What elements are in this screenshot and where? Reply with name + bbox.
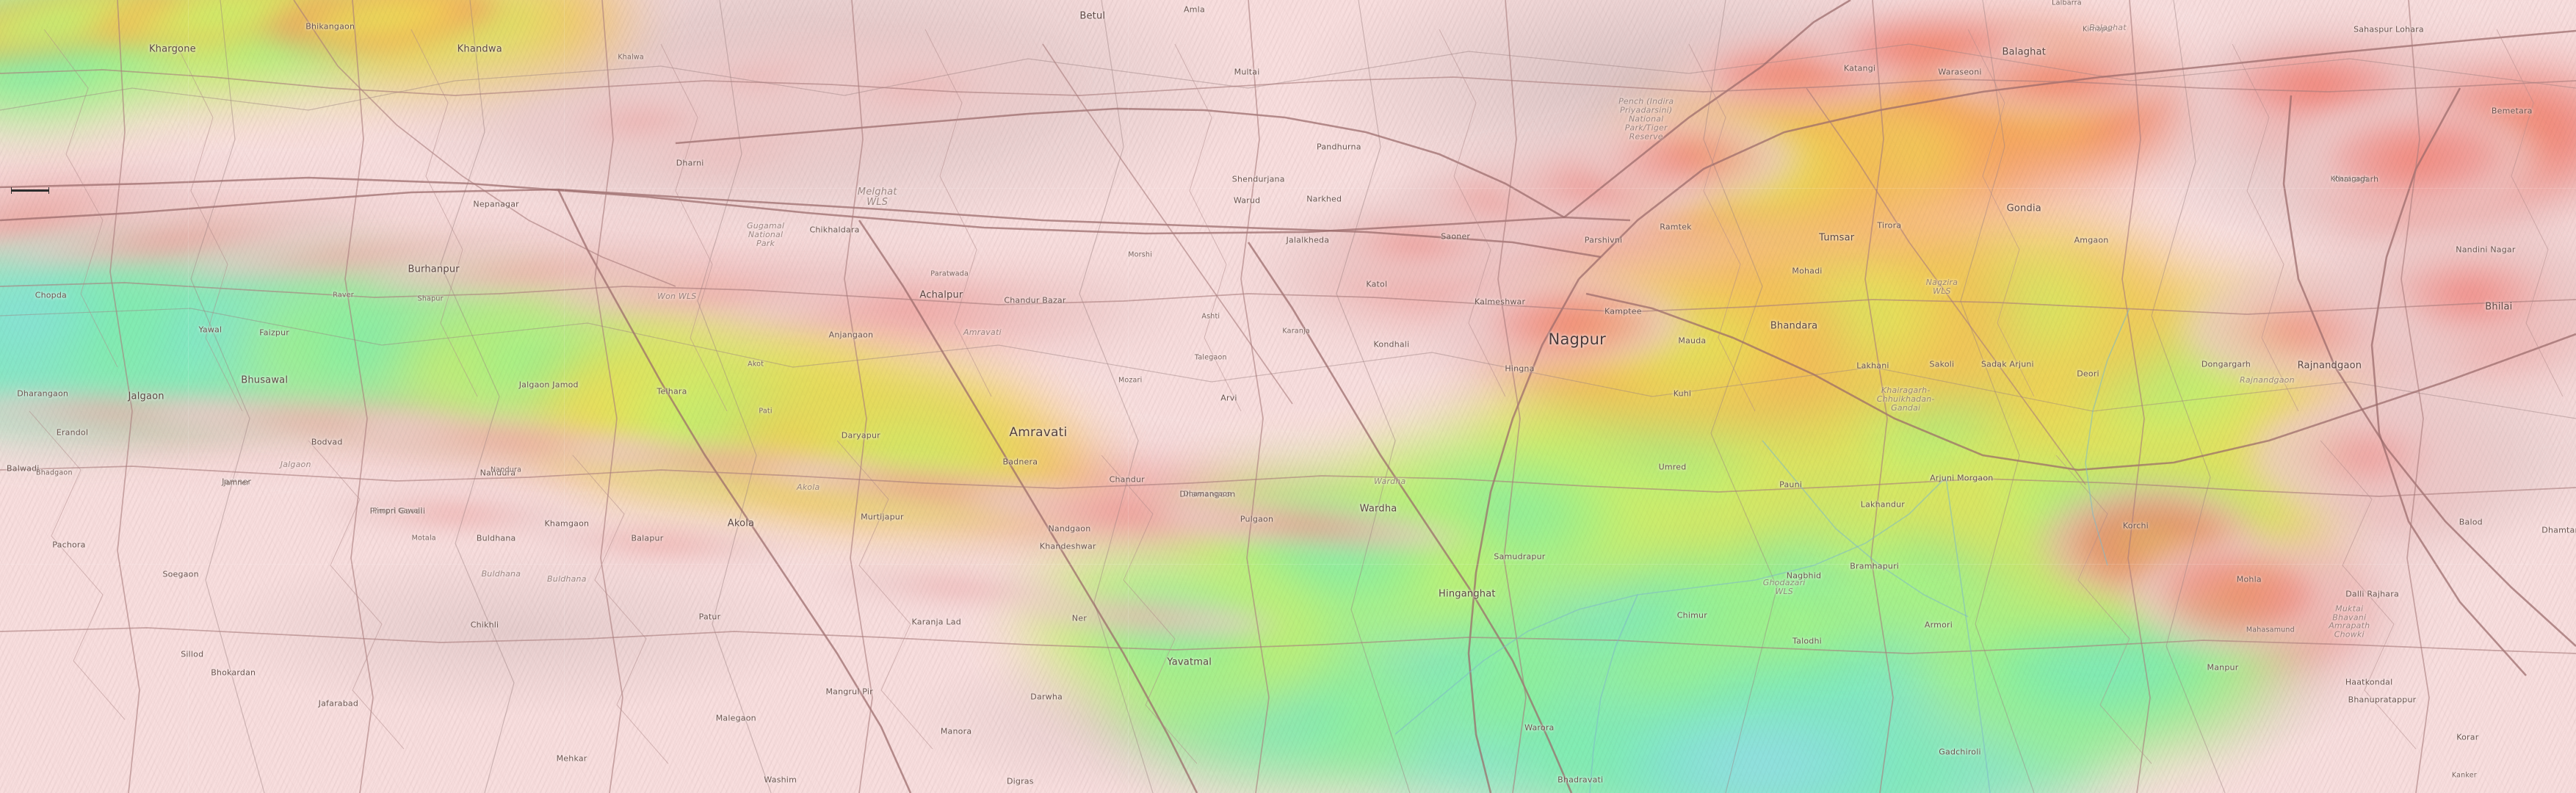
elevation-blob — [1439, 272, 1704, 374]
scale-bar-cap-right — [48, 187, 49, 194]
elevation-blob — [1564, 106, 1814, 209]
elevation-blob — [1924, 40, 2188, 121]
scale-bar-line — [11, 189, 49, 192]
tile-seam — [0, 564, 2576, 565]
rivers — [1394, 308, 2130, 793]
minor-roads — [29, 29, 2564, 764]
tile-seam — [564, 0, 565, 793]
tile-seam — [1128, 0, 1129, 793]
elevation-blob — [2276, 92, 2555, 224]
scale-bar-cap-left — [11, 187, 12, 194]
elevation-blob — [2232, 389, 2497, 521]
tile-seam — [0, 188, 2576, 189]
elevation-blob — [2166, 268, 2431, 393]
scale-bar — [11, 187, 49, 194]
elevation-blob — [2115, 529, 2365, 661]
tile-seam — [188, 0, 189, 793]
